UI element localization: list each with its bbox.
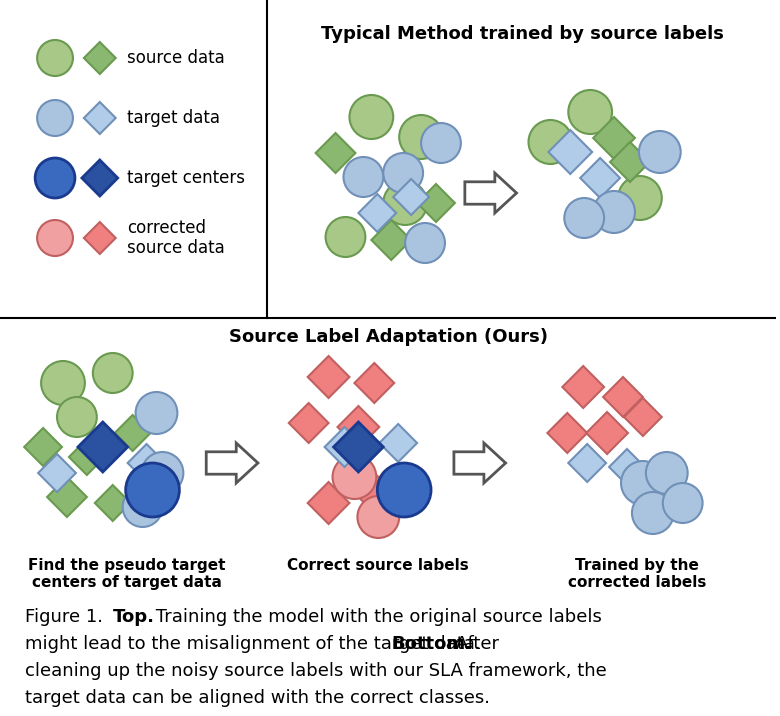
Polygon shape [593, 117, 635, 159]
Polygon shape [307, 482, 349, 524]
Text: Top.: Top. [113, 608, 154, 626]
Polygon shape [354, 473, 394, 513]
Polygon shape [338, 406, 379, 448]
Text: Bottom.: Bottom. [392, 635, 472, 653]
Text: source data: source data [126, 49, 225, 67]
Text: might lead to the misalignment of the target data.: might lead to the misalignment of the ta… [25, 635, 487, 653]
Circle shape [142, 452, 183, 494]
Text: Correct source labels: Correct source labels [288, 558, 470, 573]
Circle shape [325, 217, 365, 257]
Polygon shape [354, 363, 394, 403]
Polygon shape [548, 130, 592, 174]
Text: Find the pseudo target
centers of target data: Find the pseudo target centers of target… [28, 558, 225, 591]
Circle shape [37, 40, 73, 76]
Circle shape [35, 158, 75, 198]
Polygon shape [38, 454, 76, 492]
Text: target data can be aligned with the correct classes.: target data can be aligned with the corr… [25, 689, 490, 707]
Polygon shape [603, 377, 643, 417]
Circle shape [126, 463, 179, 517]
Text: After: After [450, 635, 499, 653]
Text: target centers: target centers [126, 169, 245, 187]
Circle shape [383, 181, 427, 225]
Circle shape [357, 496, 399, 538]
Circle shape [593, 191, 635, 233]
Polygon shape [307, 356, 349, 398]
Polygon shape [84, 102, 115, 134]
Polygon shape [78, 422, 128, 472]
Polygon shape [379, 424, 417, 462]
Polygon shape [587, 412, 628, 454]
Polygon shape [624, 398, 661, 436]
Circle shape [632, 492, 674, 534]
Circle shape [93, 353, 133, 393]
Polygon shape [580, 158, 620, 198]
Text: Figure 1.: Figure 1. [25, 608, 109, 626]
Polygon shape [569, 444, 606, 482]
Circle shape [378, 466, 419, 508]
Circle shape [663, 483, 703, 523]
Circle shape [569, 90, 612, 134]
Circle shape [122, 487, 162, 527]
Polygon shape [417, 184, 455, 222]
Polygon shape [334, 422, 383, 472]
Text: Source Label Adaptation (Ours): Source Label Adaptation (Ours) [229, 328, 548, 346]
Text: target data: target data [126, 109, 220, 127]
Circle shape [618, 176, 661, 220]
Circle shape [646, 452, 688, 494]
Text: corrected
source data: corrected source data [126, 218, 225, 257]
Polygon shape [359, 194, 396, 232]
Polygon shape [115, 415, 151, 451]
Polygon shape [69, 439, 105, 475]
Polygon shape [84, 42, 115, 74]
Circle shape [405, 223, 445, 263]
Polygon shape [371, 220, 411, 260]
Polygon shape [128, 444, 165, 482]
Circle shape [639, 131, 681, 173]
Polygon shape [454, 443, 505, 483]
Polygon shape [82, 426, 124, 468]
Polygon shape [84, 222, 115, 254]
Circle shape [37, 100, 73, 136]
Polygon shape [24, 428, 62, 466]
Circle shape [136, 392, 177, 434]
Circle shape [378, 463, 431, 517]
Circle shape [57, 397, 97, 437]
Polygon shape [562, 366, 604, 408]
Polygon shape [324, 427, 364, 467]
Circle shape [37, 220, 73, 256]
Polygon shape [47, 477, 87, 517]
Circle shape [399, 115, 443, 159]
Text: Trained by the
corrected labels: Trained by the corrected labels [568, 558, 706, 591]
Circle shape [529, 120, 573, 164]
Polygon shape [289, 403, 328, 443]
Circle shape [383, 153, 423, 193]
Circle shape [41, 361, 85, 405]
Circle shape [621, 461, 665, 505]
Text: Training the model with the original source labels: Training the model with the original sou… [150, 608, 601, 626]
Polygon shape [548, 413, 587, 453]
Polygon shape [316, 133, 356, 173]
Circle shape [343, 157, 383, 197]
Circle shape [564, 198, 604, 238]
Circle shape [332, 455, 376, 499]
Polygon shape [206, 443, 258, 483]
Polygon shape [465, 173, 516, 213]
Text: cleaning up the noisy source labels with our SLA framework, the: cleaning up the noisy source labels with… [25, 662, 607, 680]
Circle shape [421, 123, 461, 163]
Text: Typical Method trained by source labels: Typical Method trained by source labels [321, 25, 724, 43]
Circle shape [349, 95, 393, 139]
Polygon shape [609, 449, 645, 485]
Polygon shape [95, 485, 130, 521]
Polygon shape [393, 179, 429, 215]
Polygon shape [610, 142, 650, 182]
Polygon shape [82, 160, 118, 196]
